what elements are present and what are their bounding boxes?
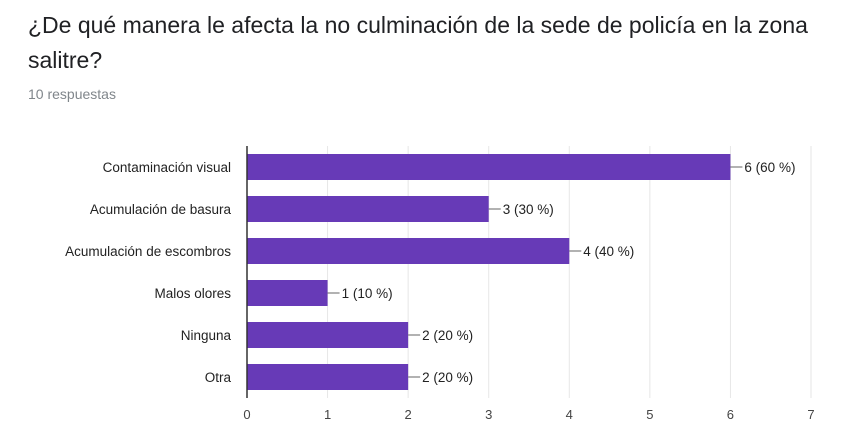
category-label: Acumulación de escombros [65,244,231,259]
x-tick-label: 7 [807,407,814,422]
grid-lines [327,146,812,398]
value-label: 1 (10 %) [342,286,393,301]
x-tick-label: 5 [646,407,653,422]
x-tick-label: 0 [243,407,250,422]
value-label: 2 (20 %) [422,370,473,385]
x-tick-label: 3 [485,407,492,422]
bar [247,364,409,390]
x-tick-label: 2 [405,407,412,422]
value-label: 2 (20 %) [422,328,473,343]
bar [247,322,409,348]
x-tick-label: 4 [566,407,573,422]
category-label: Contaminación visual [103,160,231,175]
category-label: Ninguna [181,328,232,343]
bar [247,154,731,180]
value-label: 4 (40 %) [583,244,634,259]
response-count: 10 respuestas [28,86,116,102]
category-label: Malos olores [154,286,231,301]
axes: 0 1 2 3 4 5 6 7 Contaminación visual Acumulación … [65,146,815,422]
value-label: 3 (30 %) [503,202,554,217]
x-tick-label: 6 [727,407,734,422]
bar [247,238,570,264]
value-label: 6 (60 %) [744,160,795,175]
bar [247,196,489,222]
bars: 6 (60 %) 3 (30 %) 4 (40 %) 1 (10 %) 2 (20 %)… [247,154,795,390]
category-label: Otra [205,370,232,385]
x-tick-label: 1 [324,407,331,422]
category-label: Acumulación de basura [90,202,232,217]
question-title: ¿De qué manera le afecta la no culminaci… [28,12,808,73]
bar [247,280,328,306]
